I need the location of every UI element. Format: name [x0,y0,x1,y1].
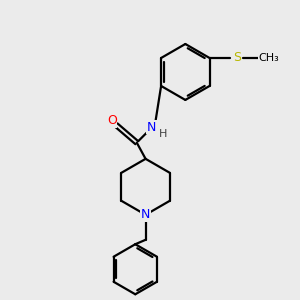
Text: S: S [232,52,241,64]
Text: O: O [107,114,117,127]
Text: N: N [141,208,150,221]
Text: H: H [158,129,167,140]
Text: N: N [147,121,156,134]
Text: CH₃: CH₃ [258,53,279,63]
